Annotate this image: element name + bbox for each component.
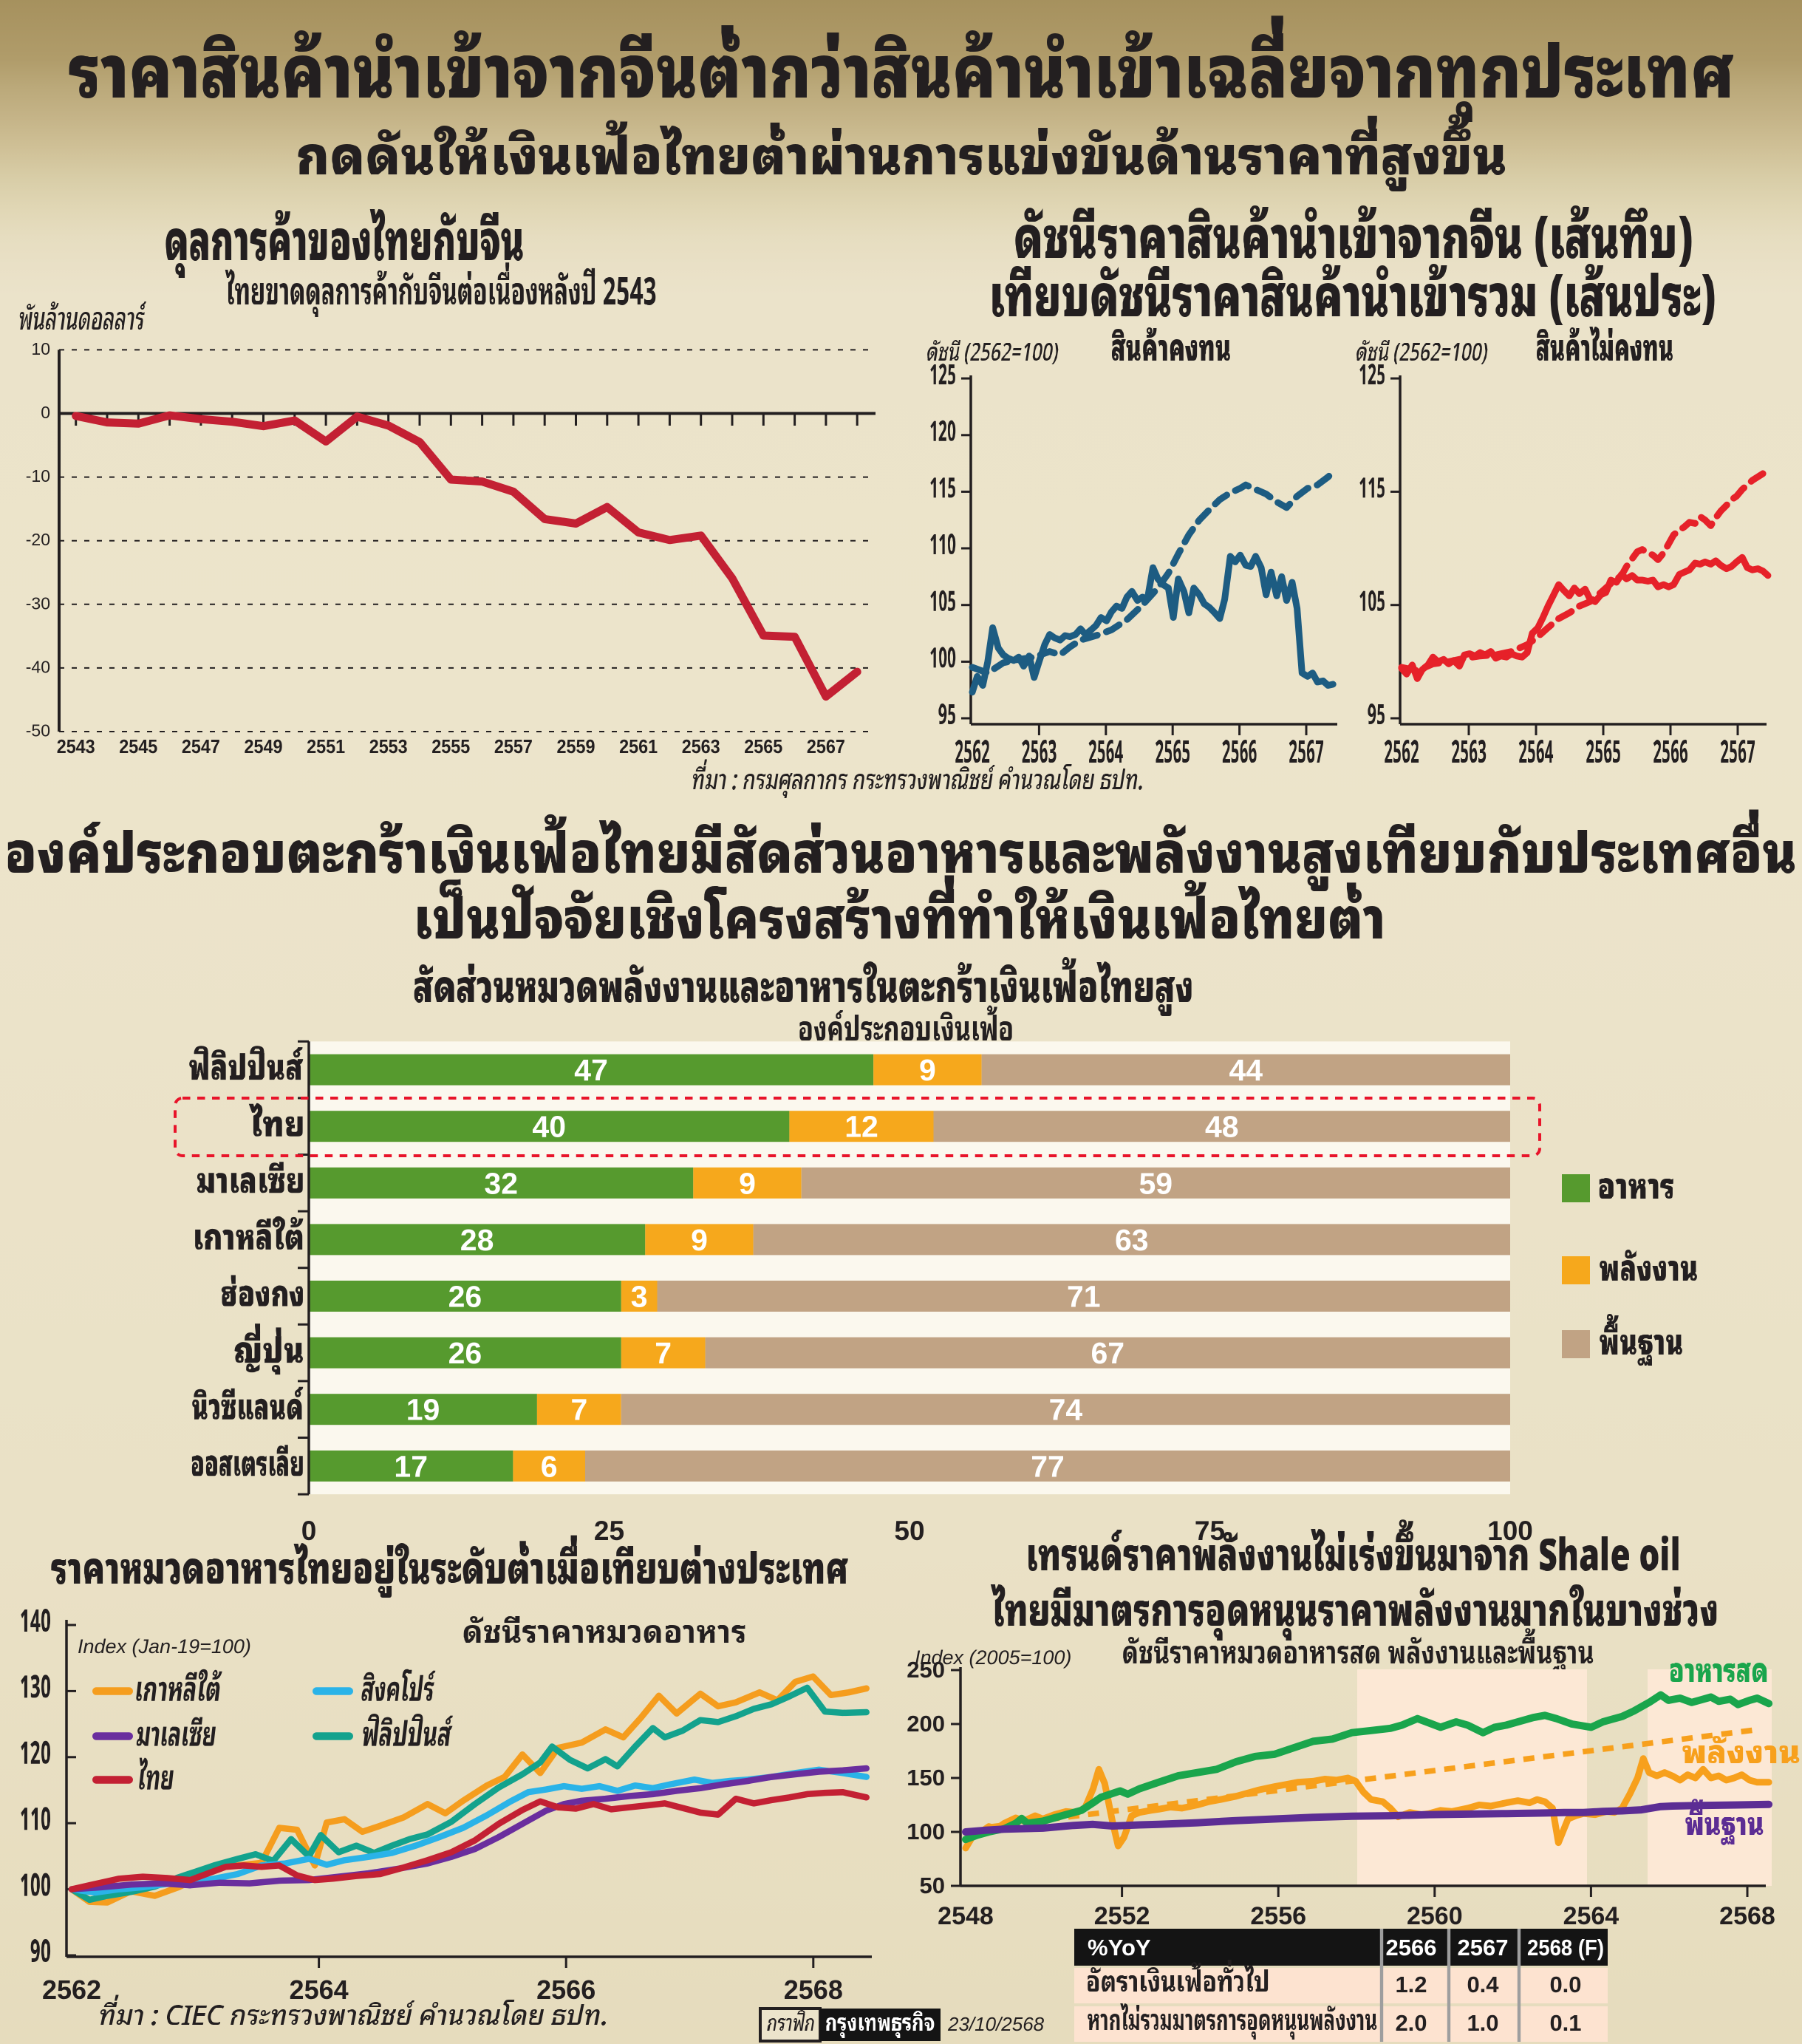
svg-text:2555: 2555 [431, 735, 470, 757]
svg-text:74: 74 [1049, 1393, 1083, 1427]
svg-text:26: 26 [448, 1280, 482, 1314]
svg-text:-10: -10 [26, 466, 50, 486]
svg-text:2568: 2568 [784, 1975, 843, 2005]
svg-text:7: 7 [570, 1393, 587, 1427]
svg-text:63: 63 [1115, 1223, 1149, 1257]
svg-text:1.2: 1.2 [1395, 1972, 1427, 1997]
svg-text:0: 0 [301, 1516, 317, 1546]
svg-text:44: 44 [1229, 1053, 1263, 1087]
svg-text:2547: 2547 [182, 735, 220, 757]
svg-text:12: 12 [844, 1110, 878, 1144]
svg-text:2567: 2567 [1458, 1935, 1509, 1960]
svg-text:100: 100 [1487, 1516, 1533, 1546]
svg-text:50: 50 [920, 1873, 945, 1898]
svg-text:150: 150 [907, 1765, 945, 1791]
svg-text:7: 7 [655, 1336, 672, 1370]
svg-text:2564: 2564 [290, 1975, 349, 2005]
svg-text:250: 250 [907, 1657, 945, 1683]
svg-text:6: 6 [541, 1449, 558, 1483]
svg-text:50: 50 [894, 1516, 924, 1546]
svg-text:9: 9 [919, 1053, 936, 1087]
svg-text:2566: 2566 [536, 1975, 595, 2005]
svg-text:28: 28 [460, 1223, 494, 1257]
svg-text:100: 100 [907, 1819, 945, 1844]
svg-text:2556: 2556 [1250, 1902, 1306, 1930]
svg-text:2551: 2551 [307, 735, 345, 757]
svg-text:%YoY: %YoY [1088, 1935, 1151, 1960]
svg-text:2543: 2543 [57, 735, 95, 757]
svg-text:1.0: 1.0 [1467, 2010, 1498, 2036]
svg-text:10: 10 [31, 339, 50, 358]
svg-text:67: 67 [1091, 1336, 1124, 1370]
svg-text:2561: 2561 [619, 735, 658, 757]
svg-text:Index (Jan-19=100): Index (Jan-19=100) [78, 1635, 251, 1658]
svg-text:17: 17 [394, 1449, 428, 1483]
svg-text:200: 200 [907, 1711, 945, 1737]
svg-text:2563: 2563 [682, 735, 720, 757]
svg-text:2552: 2552 [1094, 1902, 1150, 1930]
svg-text:77: 77 [1031, 1449, 1065, 1483]
svg-text:59: 59 [1139, 1166, 1173, 1200]
svg-text:2560: 2560 [1407, 1902, 1463, 1930]
svg-text:3: 3 [631, 1280, 648, 1314]
svg-text:75: 75 [1195, 1516, 1225, 1546]
svg-text:2568: 2568 [1719, 1902, 1775, 1930]
svg-text:2567: 2567 [807, 735, 845, 757]
svg-text:2564: 2564 [1563, 1902, 1620, 1930]
svg-text:-30: -30 [26, 593, 50, 613]
svg-text:0: 0 [41, 403, 50, 422]
svg-text:-40: -40 [26, 657, 50, 676]
svg-text:2557: 2557 [494, 735, 533, 757]
svg-text:0.4: 0.4 [1467, 1972, 1499, 1997]
svg-text:19: 19 [406, 1393, 440, 1427]
svg-text:71: 71 [1067, 1280, 1101, 1314]
svg-text:Index (2005=100): Index (2005=100) [915, 1646, 1071, 1669]
svg-text:0.1: 0.1 [1549, 2010, 1581, 2036]
svg-text:-20: -20 [26, 530, 50, 549]
svg-text:2548: 2548 [938, 1902, 994, 1930]
svg-text:40: 40 [532, 1110, 566, 1144]
svg-text:26: 26 [448, 1336, 482, 1370]
svg-text:2553: 2553 [369, 735, 408, 757]
svg-text:32: 32 [484, 1166, 518, 1200]
svg-text:9: 9 [739, 1166, 756, 1200]
svg-text:23/10/2568: 23/10/2568 [947, 2013, 1045, 2035]
svg-text:2.0: 2.0 [1395, 2010, 1427, 2036]
svg-text:2559: 2559 [557, 735, 595, 757]
svg-text:2568 (F): 2568 (F) [1527, 1935, 1604, 1960]
svg-text:2565: 2565 [744, 735, 782, 757]
svg-text:0.0: 0.0 [1549, 1972, 1581, 1997]
svg-text:2549: 2549 [245, 735, 283, 757]
svg-text:9: 9 [691, 1223, 708, 1257]
svg-text:25: 25 [594, 1516, 624, 1546]
svg-text:47: 47 [574, 1053, 608, 1087]
svg-text:2562: 2562 [42, 1975, 101, 2005]
svg-text:2545: 2545 [119, 735, 157, 757]
svg-text:2566: 2566 [1386, 1935, 1437, 1960]
svg-text:48: 48 [1205, 1110, 1239, 1144]
svg-text:-50: -50 [26, 721, 50, 740]
